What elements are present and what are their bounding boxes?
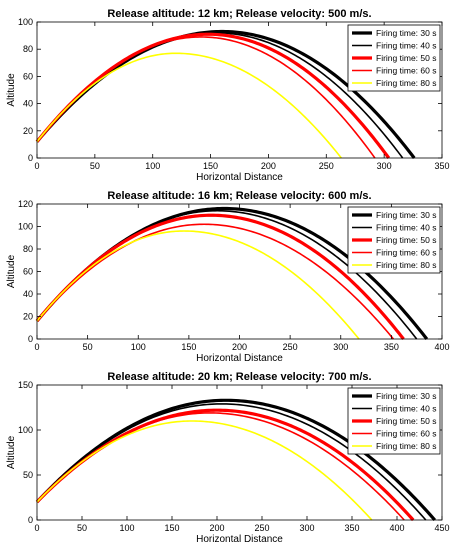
x-tick-label: 50 [77, 523, 87, 533]
x-tick-label: 400 [434, 342, 449, 352]
y-tick-label: 80 [23, 244, 33, 254]
legend: Firing time: 30 s Firing time: 40 s Firing… [347, 24, 441, 92]
legend-label: Firing time: 30 s [376, 391, 436, 401]
y-tick-label: 0 [28, 515, 33, 525]
x-tick-label: 50 [90, 161, 100, 171]
y-tick-label: 120 [18, 199, 33, 209]
series-line-firing-4 [36, 223, 395, 340]
chart-title: Release altitude: 16 km; Release velocit… [107, 190, 371, 202]
series-group [35, 398, 437, 522]
y-tick-label: 0 [28, 153, 33, 163]
x-axis-label: Horizontal Distance [196, 534, 283, 545]
series-line-firing-1 [35, 398, 437, 522]
legend-label: Firing time: 30 s [376, 210, 436, 220]
legend: Firing time: 30 s Firing time: 40 s Firing… [347, 206, 441, 274]
chart-title: Release altitude: 12 km; Release velocit… [107, 8, 371, 20]
legend-label: Firing time: 40 s [376, 223, 436, 233]
y-tick-label: 80 [23, 44, 33, 54]
x-tick-label: 400 [389, 523, 404, 533]
subplot-3: Release altitude: 20 km; Release velocit… [6, 371, 450, 545]
legend-label: Firing time: 40 s [376, 41, 436, 51]
legend-box [347, 387, 441, 455]
x-tick-label: 200 [261, 161, 276, 171]
y-tick-label: 40 [23, 99, 33, 109]
x-tick-label: 0 [34, 342, 39, 352]
x-tick-label: 150 [164, 523, 179, 533]
legend-label: Firing time: 60 s [376, 429, 436, 439]
x-tick-label: 100 [131, 342, 146, 352]
y-tick-label: 100 [18, 17, 33, 27]
legend: Firing time: 30 s Firing time: 40 s Firing… [347, 387, 441, 455]
legend-label: Firing time: 30 s [376, 28, 436, 38]
x-tick-label: 150 [203, 161, 218, 171]
x-tick-label: 150 [181, 342, 196, 352]
series-line-firing-4 [36, 36, 376, 159]
y-tick-label: 100 [18, 425, 33, 435]
legend-label: Firing time: 60 s [376, 248, 436, 258]
legend-label: Firing time: 80 s [376, 260, 436, 270]
series-line-firing-3 [35, 213, 405, 340]
y-tick-label: 60 [23, 71, 33, 81]
legend-label: Firing time: 50 s [376, 53, 436, 63]
x-tick-label: 300 [377, 161, 392, 171]
x-tick-label: 100 [145, 161, 160, 171]
y-axis-label: Altitude [6, 73, 17, 107]
legend-label: Firing time: 60 s [376, 66, 436, 76]
series-line-firing-2 [36, 403, 427, 521]
x-tick-label: 100 [119, 523, 134, 533]
x-tick-label: 250 [283, 342, 298, 352]
series-line-firing-5 [36, 230, 360, 340]
subplot-1: Release altitude: 12 km; Release velocit… [6, 8, 450, 183]
x-tick-label: 450 [434, 523, 449, 533]
x-tick-label: 350 [344, 523, 359, 533]
axes-box [36, 384, 443, 521]
legend-label: Firing time: 50 s [376, 235, 436, 245]
subplot-2: Release altitude: 16 km; Release velocit… [6, 190, 450, 364]
y-tick-label: 60 [23, 267, 33, 277]
y-tick-label: 40 [23, 289, 33, 299]
legend-label: Firing time: 80 s [376, 441, 436, 451]
x-tick-label: 300 [333, 342, 348, 352]
legend-label: Firing time: 80 s [376, 78, 436, 88]
series-line-firing-5 [36, 52, 342, 159]
x-tick-label: 200 [232, 342, 247, 352]
legend-label: Firing time: 40 s [376, 404, 436, 414]
y-tick-label: 150 [18, 380, 33, 390]
x-tick-label: 300 [299, 523, 314, 533]
x-tick-label: 350 [384, 342, 399, 352]
x-axis-label: Horizontal Distance [196, 353, 283, 364]
y-axis-label: Altitude [6, 254, 17, 288]
x-tick-label: 50 [83, 342, 93, 352]
x-tick-label: 250 [319, 161, 334, 171]
x-tick-label: 350 [434, 161, 449, 171]
x-axis-label: Horizontal Distance [196, 172, 283, 183]
series-line-firing-3 [35, 32, 391, 159]
series-line-firing-5 [36, 420, 373, 521]
y-tick-label: 100 [18, 222, 33, 232]
y-tick-label: 20 [23, 126, 33, 136]
y-tick-label: 50 [23, 470, 33, 480]
y-tick-label: 20 [23, 312, 33, 322]
axes-box [36, 21, 443, 159]
x-tick-label: 250 [254, 523, 269, 533]
y-tick-label: 0 [28, 334, 33, 344]
x-tick-label: 0 [34, 523, 39, 533]
chart-title: Release altitude: 20 km; Release velocit… [107, 371, 371, 383]
x-tick-label: 200 [209, 523, 224, 533]
legend-label: Firing time: 50 s [376, 416, 436, 426]
y-axis-label: Altitude [6, 435, 17, 469]
x-tick-label: 0 [34, 161, 39, 171]
